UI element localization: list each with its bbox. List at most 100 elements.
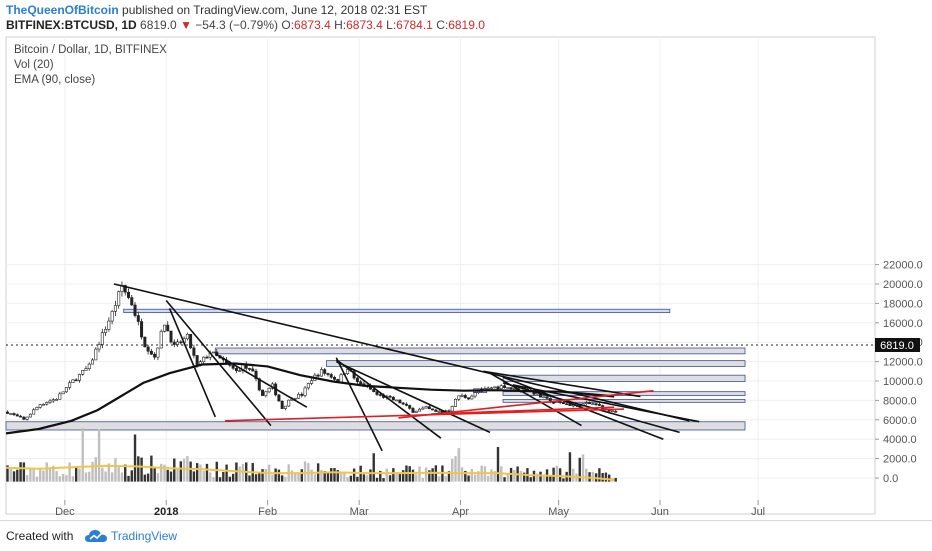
plot-area[interactable] [5,36,876,515]
volume-bar [120,472,124,482]
volume-bar [464,470,467,482]
candle-body [202,356,206,363]
zone-box[interactable] [502,399,746,403]
candle-body [12,413,16,415]
candle-body [437,410,441,413]
volume-bar [159,463,163,482]
volume-bar [496,446,500,482]
price-tick-label: 2000.0 [883,454,917,466]
volume-bar [558,468,562,482]
candle-body [355,377,359,383]
volume-bar [333,468,336,482]
price-chart[interactable]: 22000.020000.018000.016000.014000.012000… [0,0,932,520]
volume-bar [176,469,179,482]
volume-bar [182,458,186,482]
volume-bar [568,452,572,482]
price-tick-label: 12000.0 [883,357,923,369]
time-tick-label: Dec [55,506,75,518]
price-tick-label: 6000.0 [883,415,917,427]
volume-bar [444,476,447,482]
symbol-label[interactable]: BITFINEX:BTCUSD, 1D [6,18,137,32]
volume-bar [398,472,402,482]
volume-bar [372,453,375,482]
price-tick-label: 16000.0 [883,318,923,330]
tradingview-cloud-icon[interactable] [84,528,108,544]
volume-bar [356,476,359,482]
volume-bar [241,463,245,482]
volume-ma-line [5,464,615,481]
trendline-black [113,283,690,422]
volume-bar [32,468,35,482]
volume-bar [607,474,611,482]
volume-bar [248,475,251,482]
time-tick-label: Jun [651,506,669,518]
zone-box[interactable] [214,347,746,355]
candle-body [25,416,29,420]
trendlines[interactable] [113,283,700,452]
candle-body [100,332,104,345]
candle-body [499,385,503,390]
volume-bar [146,473,150,482]
volume-bar [343,473,346,482]
tradingview-brand[interactable]: TradingView [111,529,178,543]
price-axis[interactable]: 22000.020000.018000.016000.014000.012000… [875,260,923,485]
volume-bar [555,465,559,482]
volume-bar [428,470,431,482]
volume-bar [163,464,166,482]
volume-bar [19,462,22,482]
candle-body [130,297,134,306]
candle-body [45,402,49,405]
volume-bar [71,476,75,482]
volume-bar [192,471,196,482]
time-tick-label: Mar [350,506,369,518]
candle-body [346,369,350,375]
volume-bar [9,468,12,482]
trendline-black [335,357,383,452]
volume-bar [55,471,58,482]
time-axis[interactable]: Dec 2018 Feb Mar Apr May Jun Jul [55,500,765,518]
candle-body [15,414,19,417]
price-tick-label: 4000.0 [883,434,917,446]
volume-bar [388,475,392,482]
zone-box[interactable] [5,421,746,431]
volume-bar [52,465,55,482]
volume-bar [323,471,326,482]
volume-bar [16,469,19,482]
candle-body [238,370,242,372]
volume-bar [205,463,209,482]
zone-box[interactable] [123,308,671,314]
candle-body [32,409,36,415]
candle-body [212,351,216,354]
author-name[interactable]: TheQueenOfBitcoin [6,3,119,17]
candles [6,281,618,421]
volume-bar [506,474,510,482]
volume-bar [202,470,205,482]
volume-bar [68,462,71,482]
candle-body [6,411,10,414]
close-value: 6819.0 [448,18,485,32]
candle-body [332,376,336,380]
candle-body [166,324,170,332]
volume-bar [22,462,26,482]
volume-bar [591,471,595,482]
volume-bar [212,477,215,482]
volume-bar [382,478,385,482]
candle-body [267,387,271,393]
candle-body [126,291,130,298]
volume-bar [179,461,183,482]
zone-box[interactable] [326,360,746,367]
volume-bar [320,469,323,482]
volume-bar [522,472,526,482]
trendline-red [431,406,615,415]
candle-body [81,370,85,375]
candle-body [476,391,480,393]
volume-bar [490,469,493,482]
candle-body [261,389,265,396]
trendline-black [165,299,272,427]
candle-body [323,369,327,374]
volume-bar [195,463,199,482]
volume-bar [218,477,222,482]
candle-body [597,403,601,406]
zone-box[interactable] [502,374,746,382]
created-with-text: Created with [6,529,74,543]
